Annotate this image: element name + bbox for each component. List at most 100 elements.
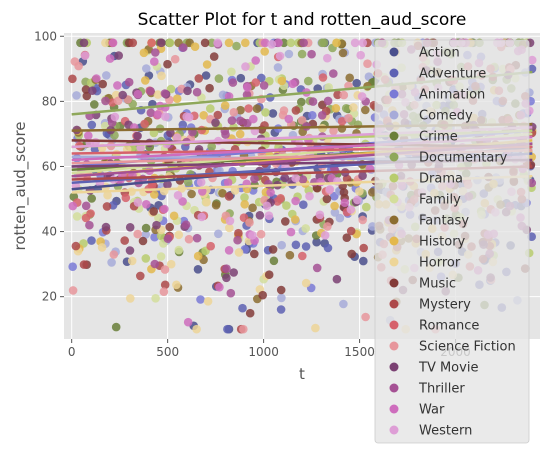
data-point	[249, 114, 258, 124]
legend-marker	[389, 152, 399, 162]
data-point	[298, 175, 308, 184]
data-point	[339, 90, 349, 100]
data-point	[273, 63, 283, 72]
data-point	[250, 249, 259, 259]
legend-label: TV Movie	[418, 361, 478, 376]
data-point	[226, 288, 236, 298]
data-point	[80, 51, 90, 60]
data-point	[273, 197, 282, 206]
data-point	[98, 79, 107, 89]
data-point	[315, 210, 325, 220]
data-point	[238, 303, 247, 313]
data-point	[264, 179, 273, 189]
data-point	[214, 229, 223, 239]
data-point	[527, 178, 537, 188]
data-point	[241, 38, 250, 48]
data-point	[173, 191, 183, 200]
data-point	[125, 246, 135, 255]
data-point	[159, 287, 169, 297]
data-point	[224, 246, 234, 255]
data-point	[90, 100, 99, 109]
data-point	[150, 190, 159, 199]
data-point	[101, 222, 111, 232]
data-point	[335, 213, 345, 223]
data-point	[262, 201, 272, 211]
legend-marker	[389, 425, 399, 435]
data-point	[179, 43, 188, 52]
data-point	[133, 198, 143, 207]
data-point	[205, 83, 214, 93]
data-point	[108, 38, 118, 48]
data-point	[251, 78, 261, 87]
data-point	[218, 189, 227, 198]
data-point	[236, 105, 245, 115]
data-point	[322, 194, 332, 204]
data-point	[160, 204, 169, 214]
data-point	[72, 91, 81, 100]
x-axis-label: t	[299, 365, 305, 383]
legend-marker	[389, 236, 399, 246]
data-point	[359, 256, 368, 266]
data-point	[286, 227, 296, 237]
data-point	[118, 90, 127, 100]
legend-marker	[389, 278, 399, 288]
data-point	[344, 113, 353, 123]
data-point	[323, 96, 333, 106]
legend-label: War	[419, 403, 445, 418]
data-point	[299, 200, 308, 209]
data-point	[146, 86, 155, 96]
data-point	[361, 312, 370, 322]
data-point	[244, 104, 253, 113]
data-point	[285, 250, 295, 260]
data-point	[85, 220, 94, 230]
data-point	[243, 118, 252, 128]
data-point	[342, 233, 352, 242]
data-point	[126, 294, 135, 303]
data-point	[138, 236, 148, 246]
data-point	[291, 173, 301, 183]
data-point	[178, 197, 187, 206]
data-point	[127, 256, 137, 266]
data-point	[227, 116, 237, 125]
legend-marker	[389, 299, 399, 309]
data-point	[198, 187, 207, 196]
data-point	[207, 142, 216, 151]
data-point	[101, 96, 110, 106]
data-point	[81, 213, 91, 223]
data-point	[182, 112, 191, 121]
data-point	[256, 229, 266, 239]
data-point	[264, 270, 274, 280]
data-point	[362, 202, 371, 212]
data-point	[183, 177, 193, 187]
data-point	[307, 49, 316, 59]
data-point	[317, 111, 327, 120]
data-point	[113, 96, 123, 106]
data-point	[232, 41, 241, 51]
data-point	[157, 38, 166, 48]
data-point	[133, 89, 143, 99]
legend-label: Horror	[419, 256, 461, 271]
data-point	[156, 252, 166, 261]
data-point	[142, 200, 151, 209]
data-point	[196, 295, 205, 304]
data-point	[286, 38, 296, 48]
data-point	[149, 207, 158, 216]
data-point	[222, 264, 231, 274]
data-point	[268, 109, 278, 118]
legend-marker	[389, 173, 399, 183]
data-point	[183, 317, 193, 327]
data-point	[227, 67, 236, 77]
legend-marker	[389, 110, 399, 120]
data-point	[202, 197, 211, 207]
data-point	[200, 38, 210, 48]
data-point	[68, 262, 77, 272]
legend-marker	[389, 341, 399, 351]
data-point	[169, 211, 179, 221]
data-point	[199, 111, 208, 120]
data-point	[160, 280, 170, 290]
data-point	[220, 101, 230, 110]
data-point	[261, 108, 270, 117]
data-point	[197, 212, 206, 222]
data-point	[297, 49, 307, 59]
